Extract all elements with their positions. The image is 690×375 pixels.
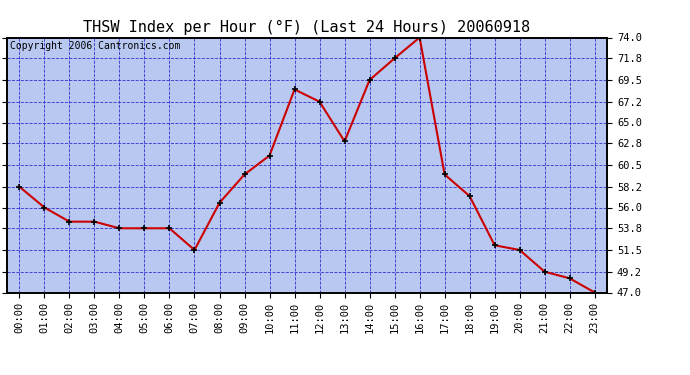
Title: THSW Index per Hour (°F) (Last 24 Hours) 20060918: THSW Index per Hour (°F) (Last 24 Hours)… (83, 20, 531, 35)
Text: Copyright 2006 Cantronics.com: Copyright 2006 Cantronics.com (10, 41, 180, 51)
